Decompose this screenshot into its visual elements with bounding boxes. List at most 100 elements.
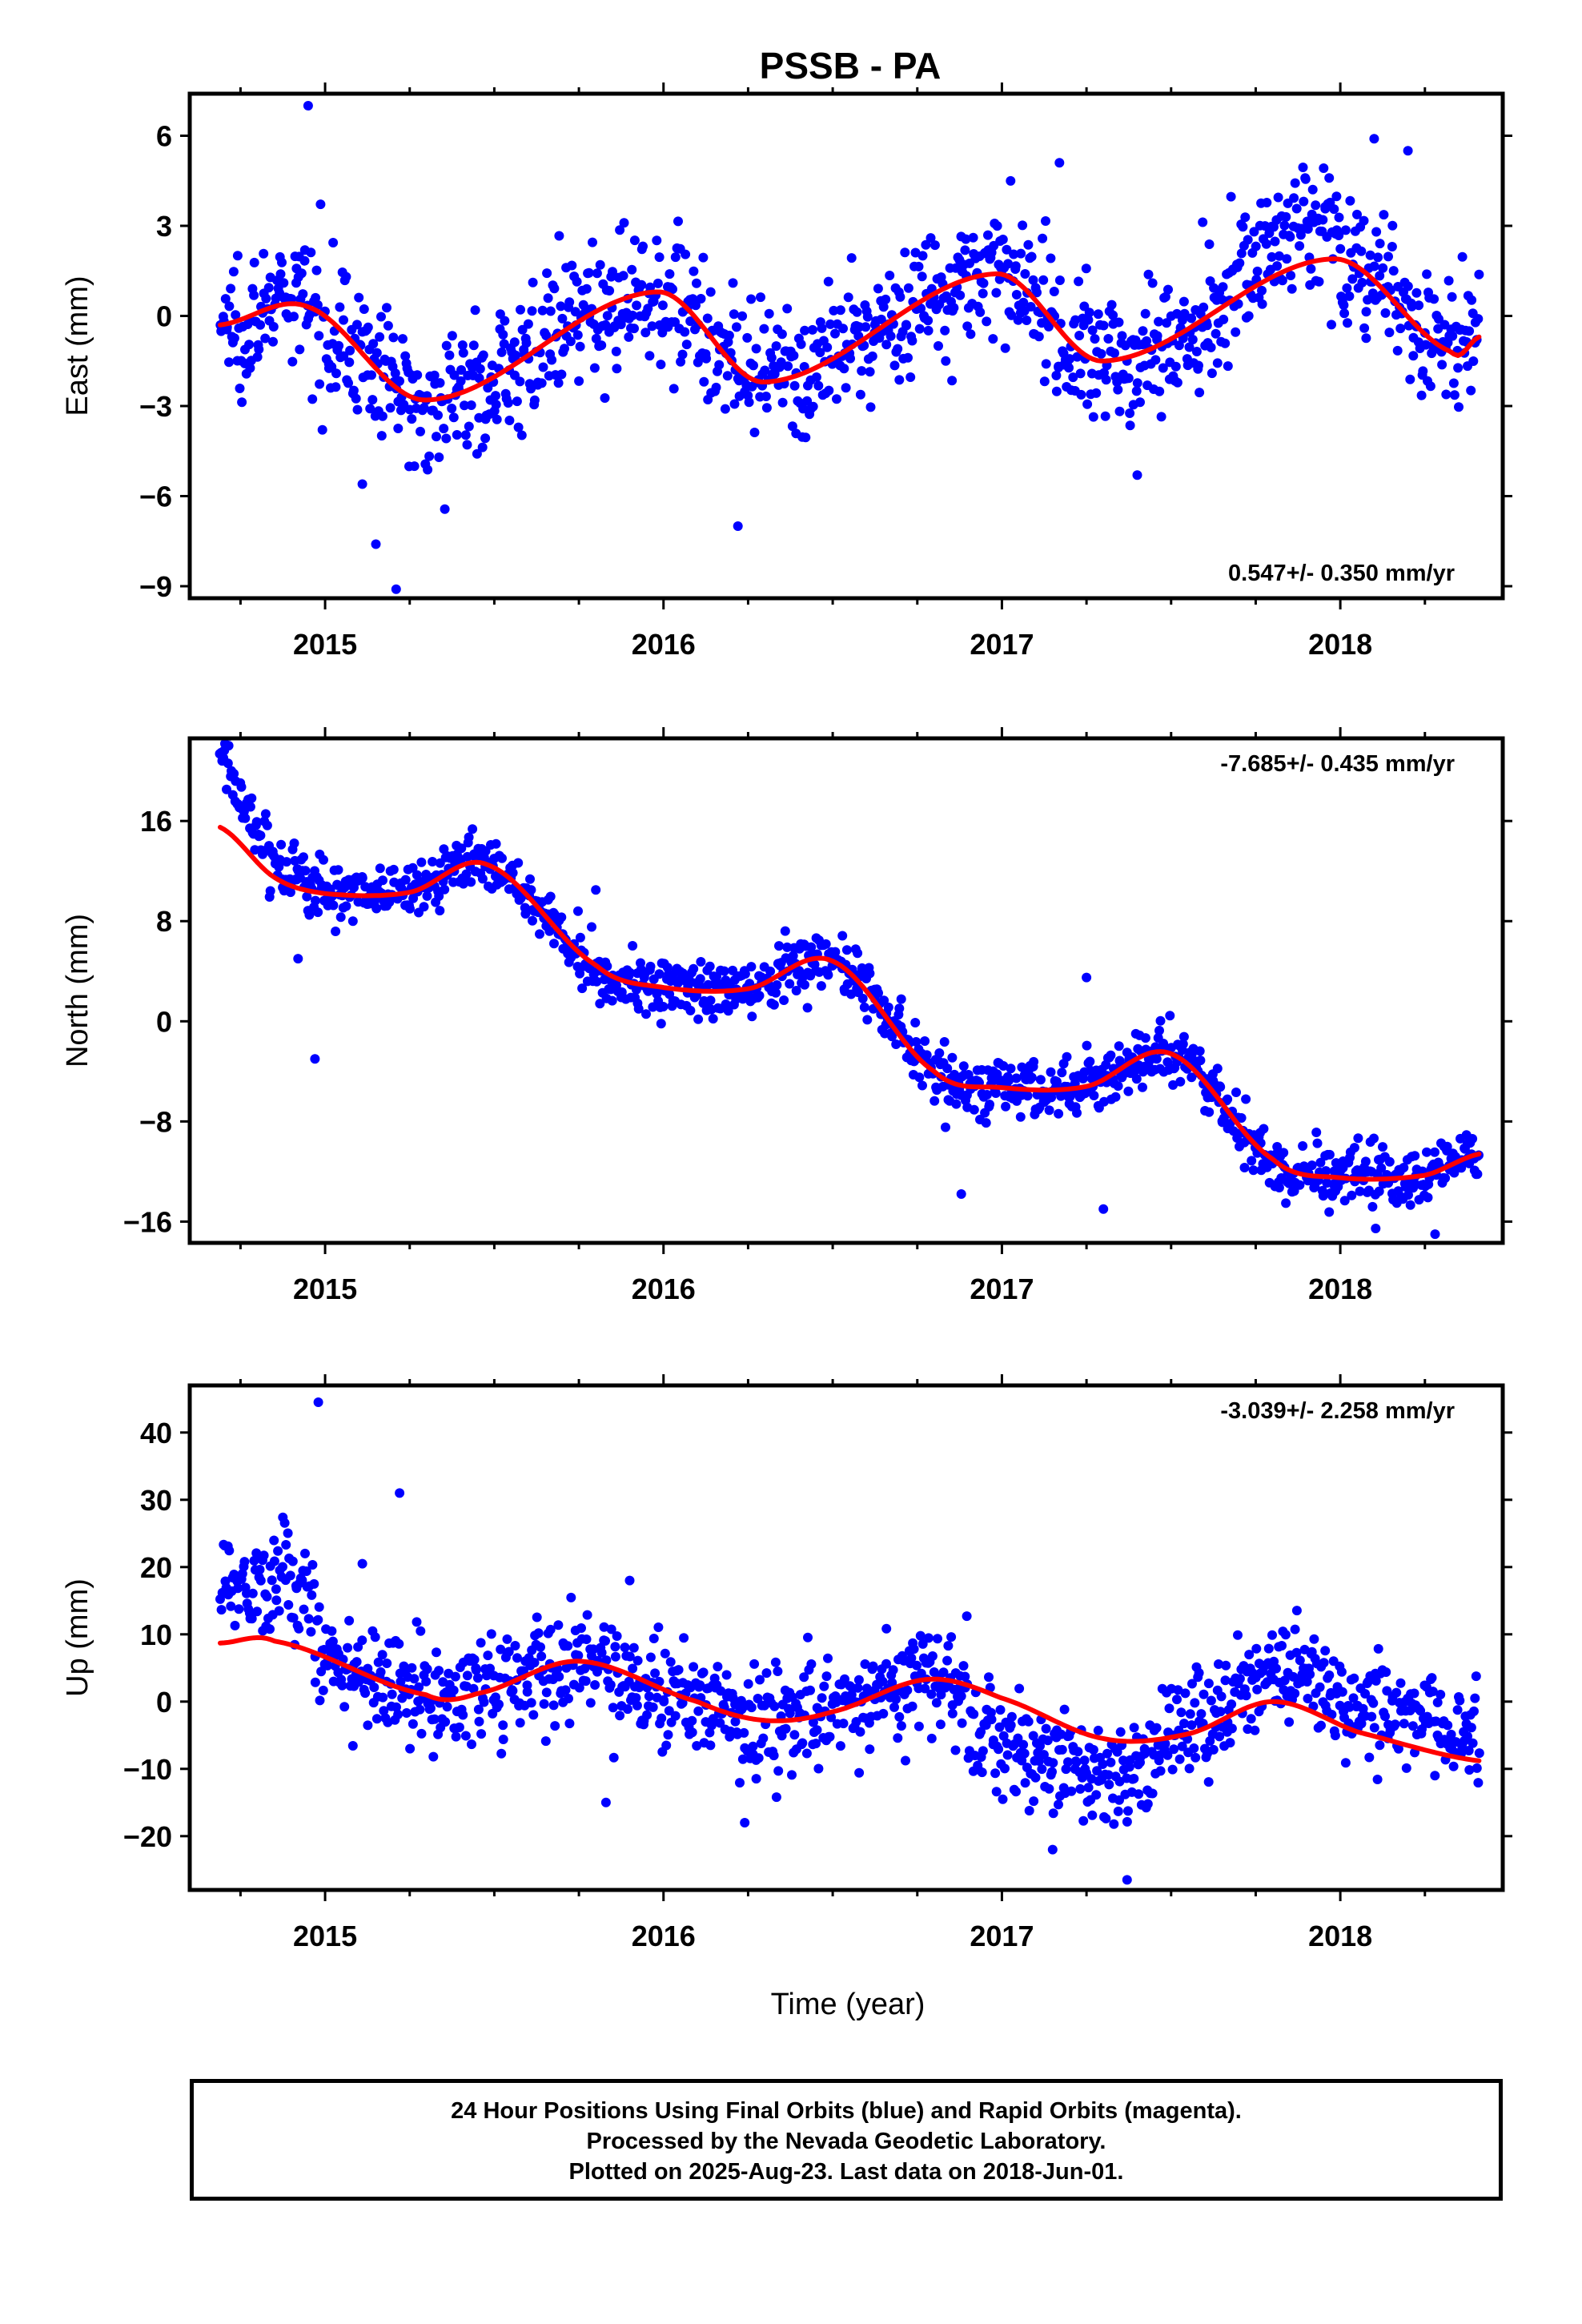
up-outlier-point [313,1397,323,1407]
east-data-point [698,252,709,263]
north-data-point [575,932,585,943]
north-data-point [1259,1124,1269,1134]
east-data-point [1267,251,1277,262]
east-data-point [393,424,404,433]
north-data-point [779,995,789,1005]
east-data-point [1270,236,1280,247]
east-data-point [1371,227,1382,237]
up-data-point [601,1655,612,1666]
north-data-point [969,1104,979,1115]
east-data-point [802,396,813,406]
east-data-point [777,397,788,408]
up-data-point [721,1670,732,1680]
north-outlier-point [293,954,303,964]
north-data-point [1178,1039,1188,1049]
east-data-point [1467,295,1477,305]
up-data-point [1151,1723,1162,1733]
up-data-point [1006,1711,1017,1722]
up-xtick-label: 2017 [970,1920,1034,1952]
up-data-point [415,1704,425,1715]
north-data-point [1371,1224,1381,1233]
north-data-point [276,839,287,850]
east-data-point [855,389,865,400]
east-data-point [458,348,468,358]
east-data-point [845,353,855,364]
up-outlier-point [395,1488,405,1498]
east-outlier-point [391,584,401,594]
east-data-point [516,430,527,440]
north-data-point [1195,1046,1205,1056]
east-data-point [1383,251,1393,262]
east-data-point [1220,338,1231,348]
up-data-point [823,1653,833,1663]
up-data-point [379,1706,389,1716]
up-data-point [600,1636,610,1646]
up-data-point [805,1685,815,1695]
up-data-point [327,1626,337,1636]
north-data-point [1236,1113,1247,1123]
north-data-point [1054,1108,1064,1119]
up-data-point [1295,1655,1305,1666]
up-data-point [901,1755,910,1766]
up-data-point [1169,1744,1179,1755]
east-data-point [681,249,691,259]
up-outlier-point [740,1818,750,1827]
north-data-point [1011,1073,1022,1084]
up-data-point [1073,1747,1083,1757]
up-data-point [541,1687,552,1698]
up-data-point [653,1622,664,1632]
up-data-point [1083,1783,1094,1793]
up-data-point [269,1535,279,1546]
up-data-point [1190,1698,1200,1708]
up-data-point [1280,1630,1291,1640]
north-data-point [549,939,559,949]
east-data-point [992,221,1002,231]
up-data-point [1263,1643,1274,1654]
east-data-point [940,325,950,336]
up-data-point [469,1655,480,1665]
north-data-point [1422,1147,1431,1157]
north-data-point [577,983,588,994]
up-data-point [1309,1634,1319,1644]
up-data-point [307,1560,318,1570]
up-data-point [1390,1719,1400,1730]
east-data-point [1282,254,1292,264]
up-data-point [608,1703,618,1713]
north-ytick-label: 0 [156,1005,172,1038]
east-data-point [968,232,978,243]
up-data-point [378,1692,388,1703]
east-data-point [478,350,488,360]
up-data-point [1407,1721,1418,1731]
east-data-point [910,247,921,258]
east-data-point [680,327,690,337]
east-data-point [464,421,474,432]
east-data-point [619,218,629,228]
east-data-point [1416,390,1427,400]
up-data-point [1054,1799,1063,1810]
east-data-point [456,376,466,386]
north-data-point [347,916,358,927]
north-data-point [313,907,323,918]
up-data-point [529,1658,540,1668]
east-data-point [537,305,548,316]
east-data-point [1125,408,1135,418]
up-data-point [422,1664,432,1675]
east-data-point [1447,292,1457,302]
east-data-point [801,432,811,443]
north-plot-frame [187,736,1505,1245]
up-data-point [610,1651,620,1662]
north-data-point [289,838,299,848]
up-data-point [283,1600,294,1610]
up-data-point [907,1701,917,1711]
east-data-point [1365,250,1375,260]
east-data-point [1356,246,1367,256]
east-data-point [496,347,507,357]
up-data-point [753,1753,764,1763]
east-data-point [1262,198,1272,207]
east-data-point [696,294,706,304]
up-data-point [318,1685,328,1695]
east-ytick-label: 0 [156,300,172,333]
up-data-point [545,1624,556,1634]
east-data-point [983,230,993,240]
